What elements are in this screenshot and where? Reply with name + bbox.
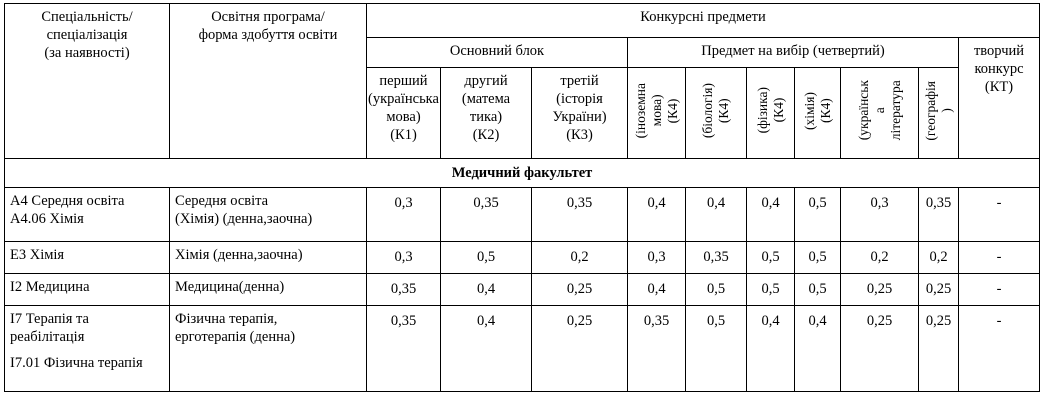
- header-choice-foreign-language-text: (іноземна мова) (К4): [632, 82, 680, 139]
- cell-creative: -: [958, 273, 1040, 306]
- admission-table-wrapper: Спеціальність/ спеціалізація (за наявнос…: [4, 3, 1040, 392]
- cell-ukrainian-literature: 0,25: [840, 273, 919, 306]
- cell-k3: 0,35: [531, 187, 628, 242]
- faculty-title: Медичний факультет: [4, 158, 1040, 188]
- cell-creative: -: [958, 241, 1040, 274]
- cell-biology: 0,5: [685, 305, 747, 392]
- cell-biology: 0,35: [685, 241, 747, 274]
- table-row: І2 Медицина Медицина(денна) 0,35 0,4 0,2…: [4, 273, 1040, 306]
- row-specialty: А4 Середня освіта А4.06 Хімія: [4, 187, 170, 242]
- cell-foreign-language: 0,4: [627, 187, 686, 242]
- header-specialty: Спеціальність/ спеціалізація (за наявнос…: [4, 3, 170, 159]
- cell-k1: 0,3: [366, 241, 441, 274]
- header-creative-contest: творчий конкурс (КТ): [958, 37, 1040, 159]
- cell-k2: 0,5: [440, 241, 532, 274]
- header-row-2: Основний блок Предмет на вибір (четверти…: [5, 37, 1040, 159]
- row-specialty-line1: І7 Терапія та реабілітація: [10, 311, 89, 345]
- header-choice-physics: (фізика) (К4): [746, 67, 795, 159]
- header-k1: перший (українська мова) (К1): [366, 67, 441, 159]
- header-row-1: Спеціальність/ спеціалізація (за наявнос…: [4, 3, 1040, 159]
- header-choice-block: Предмет на вибір (четвертий): [627, 37, 959, 68]
- cell-foreign-language: 0,4: [627, 273, 686, 306]
- table-row: А4 Середня освіта А4.06 Хімія Середня ос…: [4, 187, 1040, 242]
- header-choice-chemistry-text: (хімія) (К4): [801, 91, 833, 130]
- header-choice-physics-text: (фізика) (К4): [754, 87, 786, 134]
- header-choice-ukrainian-literature-text: (українськ а література: [855, 80, 903, 141]
- cell-k2: 0,4: [440, 273, 532, 306]
- header-row-3: перший (українська мова) (К1) другий (ма…: [5, 67, 1040, 159]
- cell-ukrainian-literature: 0,2: [840, 241, 919, 274]
- cell-k2: 0,4: [440, 305, 532, 392]
- row-program: Хімія (денна,заочна): [169, 241, 367, 274]
- table-row: І7 Терапія та реабілітація І7.01 Фізична…: [4, 305, 1040, 392]
- cell-chemistry: 0,5: [794, 241, 841, 274]
- admission-coefficients-table: Спеціальність/ спеціалізація (за наявнос…: [4, 3, 1040, 392]
- cell-k2: 0,35: [440, 187, 532, 242]
- cell-geography: 0,35: [918, 187, 959, 242]
- cell-k1: 0,3: [366, 187, 441, 242]
- header-choice-ukrainian-literature: (українськ а література: [840, 67, 919, 159]
- cell-k1: 0,35: [366, 273, 441, 306]
- cell-biology: 0,4: [685, 187, 747, 242]
- cell-biology: 0,5: [685, 273, 747, 306]
- header-k3: третій (історія України) (К3): [531, 67, 628, 159]
- cell-k3: 0,25: [531, 273, 628, 306]
- faculty-row: Медичний факультет: [4, 158, 1040, 188]
- cell-k3: 0,2: [531, 241, 628, 274]
- header-choice-biology-text: (біологія) (К4): [700, 82, 731, 139]
- row-specialty: І2 Медицина: [4, 273, 170, 306]
- cell-geography: 0,2: [918, 241, 959, 274]
- cell-creative: -: [958, 187, 1040, 242]
- row-specialty: І7 Терапія та реабілітація І7.01 Фізична…: [4, 305, 170, 392]
- cell-k3: 0,25: [531, 305, 628, 392]
- header-program: Освітня програма/ форма здобуття освіти: [169, 3, 367, 159]
- table-row: Е3 Хімія Хімія (денна,заочна) 0,3 0,5 0,…: [4, 241, 1040, 274]
- cell-physics: 0,4: [746, 305, 795, 392]
- cell-chemistry: 0,5: [794, 273, 841, 306]
- header-choice-geography-text: (географія ): [922, 80, 954, 141]
- cell-ukrainian-literature: 0,25: [840, 305, 919, 392]
- header-choice-foreign-language: (іноземна мова) (К4): [627, 67, 686, 159]
- cell-creative: -: [958, 305, 1040, 392]
- cell-geography: 0,25: [918, 273, 959, 306]
- cell-chemistry: 0,5: [794, 187, 841, 242]
- row-program: Медицина(денна): [169, 273, 367, 306]
- cell-foreign-language: 0,35: [627, 305, 686, 392]
- cell-geography: 0,25: [918, 305, 959, 392]
- cell-physics: 0,5: [746, 273, 795, 306]
- row-specialty: Е3 Хімія: [4, 241, 170, 274]
- header-choice-geography: (географія ): [918, 67, 959, 159]
- header-choice-biology: (біологія) (К4): [685, 67, 747, 159]
- row-specialty-line2: І7.01 Фізична терапія: [10, 355, 143, 371]
- header-competitive-subjects: Конкурсні предмети: [366, 3, 1040, 38]
- cell-physics: 0,4: [746, 187, 795, 242]
- cell-ukrainian-literature: 0,3: [840, 187, 919, 242]
- row-program: Середня освіта (Хімія) (денна,заочна): [169, 187, 367, 242]
- cell-foreign-language: 0,3: [627, 241, 686, 274]
- header-choice-chemistry: (хімія) (К4): [794, 67, 841, 159]
- cell-physics: 0,5: [746, 241, 795, 274]
- cell-chemistry: 0,4: [794, 305, 841, 392]
- header-main-block: Основний блок: [366, 37, 628, 68]
- header-k2: другий (матема тика) (К2): [440, 67, 532, 159]
- cell-k1: 0,35: [366, 305, 441, 392]
- row-program: Фізична терапія, ерготерапія (денна): [169, 305, 367, 392]
